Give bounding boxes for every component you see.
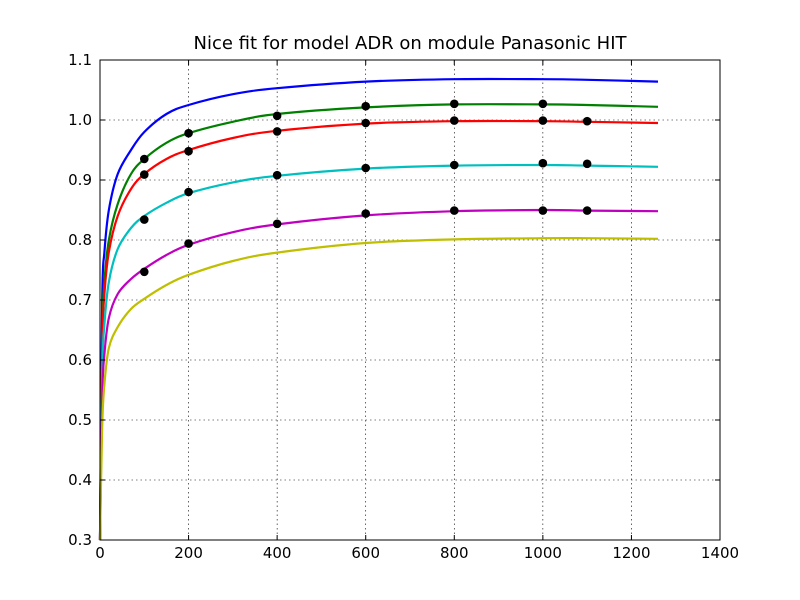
series-line-5 (98, 208, 659, 541)
y-tick-label: 0.4 (68, 471, 92, 489)
data-point (538, 99, 548, 109)
y-tick-label: 0.8 (68, 231, 92, 249)
data-point (538, 206, 548, 215)
data-point (184, 187, 193, 197)
y-tick-label: 1.1 (68, 51, 92, 69)
x-tick-label: 800 (440, 544, 469, 562)
data-point (272, 111, 282, 121)
chart-title: Nice fit for model ADR on module Panason… (193, 33, 627, 54)
data-point (184, 239, 193, 248)
series-line-4 (98, 163, 659, 541)
x-tick-label: 1000 (524, 544, 562, 562)
y-tick-label: 0.5 (68, 411, 92, 429)
curves-layer (98, 77, 659, 541)
x-tick-label: 1200 (612, 544, 650, 562)
data-point (272, 127, 282, 136)
x-tick-label: 200 (174, 544, 203, 562)
data-point (184, 128, 193, 138)
data-point (538, 158, 548, 168)
data-point (272, 219, 282, 229)
x-tick-label: 600 (351, 544, 380, 562)
y-tick-label: 0.3 (68, 531, 92, 549)
data-point (184, 146, 193, 156)
data-point (361, 209, 371, 218)
data-point (272, 170, 282, 180)
data-point (582, 116, 592, 126)
series-line-1 (98, 77, 659, 541)
points-layer (139, 99, 592, 277)
data-point (361, 163, 371, 173)
data-point (582, 159, 592, 169)
data-point (139, 215, 149, 224)
data-point (139, 267, 149, 277)
data-point (361, 101, 371, 111)
series-line-6 (98, 236, 659, 541)
tick-labels-layer: 0 200 400 600 800 1000 1200 1400 0.3 0.4 0.5 0.6 0.7… (68, 51, 739, 562)
series-line-2 (98, 103, 659, 541)
y-tick-label: 0.7 (68, 291, 92, 309)
data-point (582, 206, 592, 215)
data-point (139, 154, 149, 164)
data-point (449, 99, 459, 109)
x-tick-label: 0 (95, 544, 105, 562)
data-point (361, 118, 371, 128)
data-point (449, 160, 459, 170)
data-point (449, 206, 459, 215)
grid-layer (100, 60, 720, 540)
ticks-layer (99, 59, 721, 541)
y-tick-label: 1.0 (68, 111, 92, 129)
data-point (538, 116, 548, 125)
x-tick-label: 1400 (701, 544, 739, 562)
x-tick-label: 400 (263, 544, 292, 562)
series-line-3 (98, 119, 659, 541)
data-point (139, 170, 149, 179)
y-tick-label: 0.6 (68, 351, 92, 369)
y-tick-label: 0.9 (68, 171, 92, 189)
data-point (449, 116, 459, 125)
